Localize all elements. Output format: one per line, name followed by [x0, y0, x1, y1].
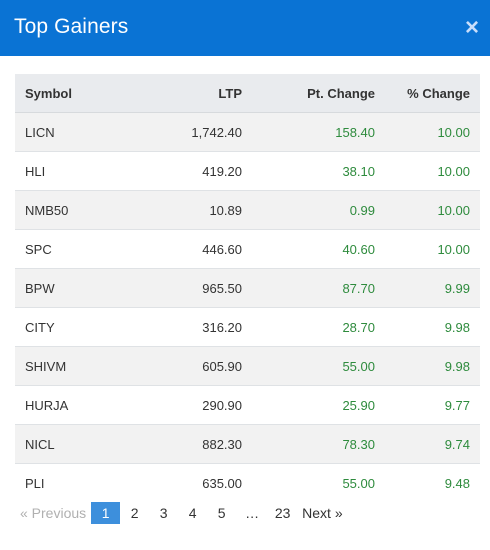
- pt-change-cell: 28.70: [252, 307, 385, 347]
- page-5-button[interactable]: 5: [217, 505, 226, 521]
- table-row[interactable]: NMB50 10.89 0.99 10.00: [15, 190, 480, 230]
- ltp-cell: 965.50: [125, 268, 252, 308]
- symbol-cell[interactable]: CITY: [15, 307, 125, 347]
- pt-change-cell: 40.60: [252, 229, 385, 269]
- table-row[interactable]: LICN 1,742.40 158.40 10.00: [15, 112, 480, 152]
- table-row[interactable]: PLI 635.00 55.00 9.48: [15, 463, 480, 502]
- column-header-symbol[interactable]: Symbol: [15, 74, 125, 113]
- pt-change-cell: 55.00: [342, 475, 375, 491]
- table-row[interactable]: SHIVM 605.90 55.00 9.98: [15, 346, 480, 386]
- pct-change-cell: 10.00: [385, 190, 480, 230]
- next-page-button[interactable]: Next »: [302, 505, 343, 521]
- ltp-cell: 290.90: [125, 385, 252, 425]
- table-row[interactable]: BPW 965.50 87.70 9.99: [15, 268, 480, 308]
- pt-change-cell: 78.30: [252, 424, 385, 464]
- table-row[interactable]: NICL 882.30 78.30 9.74: [15, 424, 480, 464]
- pct-change-cell: 9.98: [385, 307, 480, 347]
- table-row[interactable]: HURJA 290.90 25.90 9.77: [15, 385, 480, 425]
- pt-change-cell: 55.00: [252, 346, 385, 386]
- table-row[interactable]: SPC 446.60 40.60 10.00: [15, 229, 480, 269]
- symbol-cell[interactable]: HURJA: [15, 385, 125, 425]
- pt-change-cell: 158.40: [252, 112, 385, 152]
- pct-change-cell: 10.00: [385, 229, 480, 269]
- page-2-button[interactable]: 2: [130, 505, 139, 521]
- close-icon[interactable]: ×: [464, 14, 479, 41]
- symbol-cell[interactable]: NICL: [15, 424, 125, 464]
- table-row[interactable]: CITY 316.20 28.70 9.98: [15, 307, 480, 347]
- ltp-cell: 882.30: [125, 424, 252, 464]
- pct-change-cell: 9.99: [385, 268, 480, 308]
- gainers-table-container: Symbol LTP Pt. Change % Change LICN 1,742…: [15, 74, 480, 502]
- pt-change-cell: 25.90: [252, 385, 385, 425]
- symbol-cell[interactable]: SPC: [15, 229, 125, 269]
- symbol-cell[interactable]: BPW: [15, 268, 125, 308]
- page-1-button[interactable]: 1: [91, 502, 121, 524]
- modal-title: Top Gainers: [14, 15, 129, 38]
- symbol-cell[interactable]: LICN: [15, 112, 125, 152]
- gainers-table: Symbol LTP Pt. Change % Change LICN 1,742…: [15, 74, 480, 502]
- pt-change-cell: 0.99: [252, 190, 385, 230]
- pagination: « Previous 1 2 3 4 5 … 23 Next »: [15, 502, 348, 524]
- column-header-pct-change[interactable]: % Change: [385, 74, 480, 113]
- pt-change-cell: 38.10: [252, 151, 385, 191]
- previous-page-button[interactable]: « Previous: [20, 505, 87, 521]
- modal-header: Top Gainers ×: [0, 0, 490, 56]
- symbol-cell[interactable]: SHIVM: [15, 346, 125, 386]
- pct-change-cell: 10.00: [385, 151, 480, 191]
- symbol-cell[interactable]: NMB50: [15, 190, 125, 230]
- ltp-cell: 316.20: [125, 307, 252, 347]
- pct-change-cell: 9.98: [385, 346, 480, 386]
- pct-change-cell: 9.74: [385, 424, 480, 464]
- pct-change-cell: 9.77: [385, 385, 480, 425]
- table-row[interactable]: HLI 419.20 38.10 10.00: [15, 151, 480, 191]
- ltp-cell: 446.60: [125, 229, 252, 269]
- symbol-cell[interactable]: PLI: [25, 475, 45, 491]
- page-3-button[interactable]: 3: [159, 505, 168, 521]
- column-header-pt-change[interactable]: Pt. Change: [252, 74, 385, 113]
- pt-change-cell: 87.70: [252, 268, 385, 308]
- symbol-cell[interactable]: HLI: [15, 151, 125, 191]
- ltp-cell: 419.20: [125, 151, 252, 191]
- column-header-ltp[interactable]: LTP: [125, 74, 252, 113]
- table-header-row: Symbol LTP Pt. Change % Change: [15, 74, 480, 113]
- pagination-ellipsis: …: [245, 505, 260, 521]
- pct-change-cell: 9.48: [444, 475, 470, 491]
- ltp-cell: 605.90: [125, 346, 252, 386]
- page-last-button[interactable]: 23: [274, 505, 291, 521]
- ltp-cell: 10.89: [125, 190, 252, 230]
- pct-change-cell: 10.00: [385, 112, 480, 152]
- page-4-button[interactable]: 4: [188, 505, 197, 521]
- ltp-cell: 1,742.40: [125, 112, 252, 152]
- ltp-cell: 635.00: [202, 475, 242, 491]
